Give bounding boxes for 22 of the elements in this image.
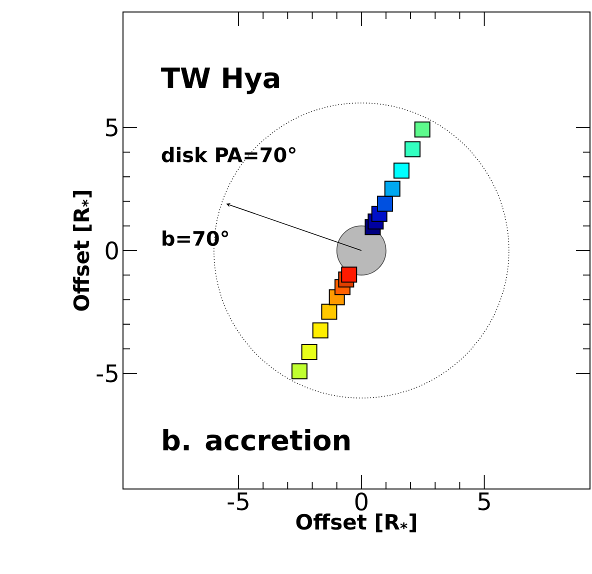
point <box>414 122 430 138</box>
x-tick-label: 0 <box>355 492 368 511</box>
y-tick-label: 0 <box>106 241 118 260</box>
text: TW Hya <box>161 68 280 94</box>
annotation: b=70° <box>162 230 228 246</box>
point <box>341 266 358 283</box>
point <box>393 162 410 179</box>
x-tick-label: -5 <box>228 492 248 510</box>
y-tick-label: -5 <box>96 364 118 382</box>
y-axis-title: Offset [R$_{*}$] <box>72 191 92 311</box>
point <box>404 141 421 158</box>
annotation: disk PA=70° <box>162 146 296 162</box>
point <box>291 363 308 380</box>
point <box>384 180 400 197</box>
x-tick-label: 5 <box>478 492 490 510</box>
point <box>301 344 318 360</box>
x-axis-title: Offset [R$_{*}$] <box>296 514 416 532</box>
point <box>321 304 338 320</box>
point <box>377 196 394 212</box>
y-tick-label: 5 <box>106 118 118 136</box>
annotation: b. accretion <box>163 428 350 451</box>
point <box>312 322 328 338</box>
